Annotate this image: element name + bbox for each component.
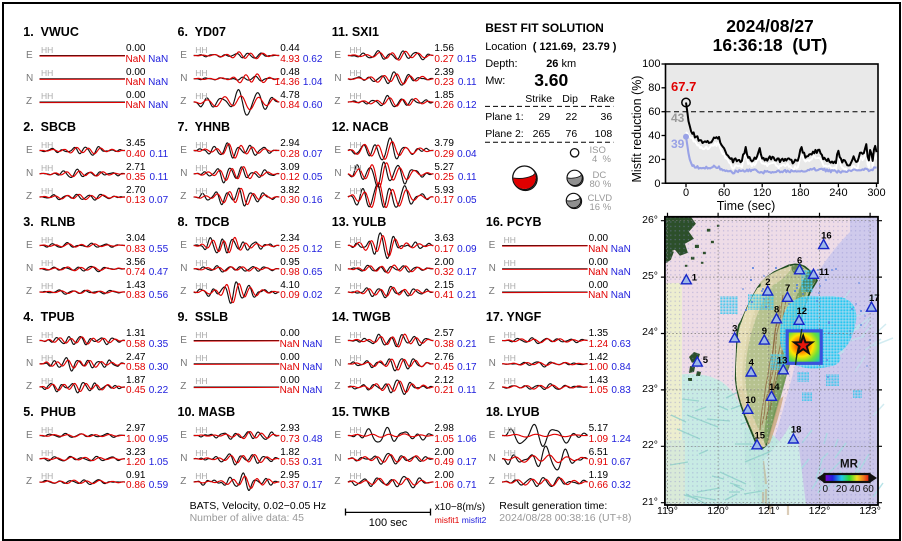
svg-text:9: 9: [762, 326, 767, 337]
svg-text:14: 14: [769, 382, 780, 393]
svg-text:2: 2: [765, 277, 770, 288]
svg-text:12: 12: [797, 306, 808, 317]
svg-text:1: 1: [692, 273, 698, 284]
svg-text:4: 4: [749, 358, 755, 369]
svg-text:17: 17: [869, 293, 880, 304]
svg-text:6: 6: [797, 256, 802, 267]
svg-text:11: 11: [819, 267, 830, 278]
svg-text:5: 5: [703, 355, 709, 366]
svg-text:20: 20: [836, 484, 848, 495]
svg-text:40: 40: [849, 484, 861, 495]
svg-text:16: 16: [821, 230, 832, 241]
svg-text:0: 0: [823, 484, 829, 495]
svg-text:15: 15: [755, 431, 766, 442]
svg-text:18: 18: [791, 425, 802, 436]
svg-text:3: 3: [732, 324, 737, 335]
svg-text:10: 10: [745, 395, 756, 406]
svg-text:60: 60: [863, 484, 875, 495]
svg-text:8: 8: [774, 305, 779, 316]
svg-text:MR: MR: [840, 459, 859, 471]
svg-text:7: 7: [785, 283, 790, 294]
svg-text:13: 13: [777, 356, 788, 367]
